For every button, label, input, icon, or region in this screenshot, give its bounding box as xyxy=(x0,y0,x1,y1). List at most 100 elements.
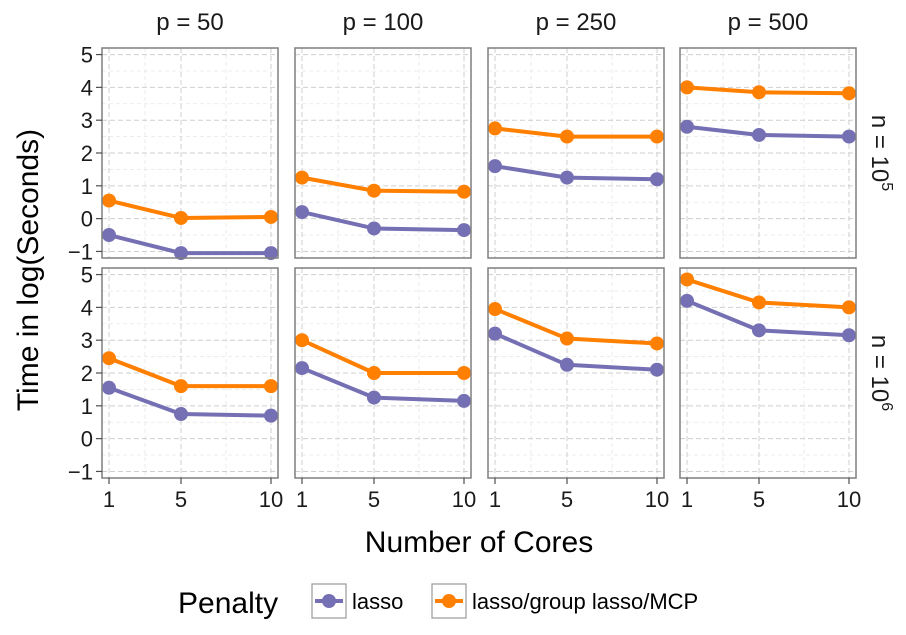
facet-label-row-1: n = 105 xyxy=(866,115,895,191)
y-tick-label: 4 xyxy=(81,295,93,320)
data-point-2 xyxy=(842,86,856,101)
legend-key-point xyxy=(442,594,456,608)
panel-border xyxy=(487,47,665,259)
data-point-2 xyxy=(295,170,309,185)
legend-label: lasso/group lasso/MCP xyxy=(472,589,698,614)
data-point-2 xyxy=(680,80,694,95)
data-point-1 xyxy=(752,127,766,142)
data-point-1 xyxy=(560,357,574,372)
legend-entry-2: lasso/group lasso/MCP xyxy=(431,583,698,619)
y-tick-label: 1 xyxy=(81,174,93,199)
data-point-2 xyxy=(174,379,188,394)
y-tick-label: 0 xyxy=(81,427,93,452)
y-axis-title: Time in log(Seconds) xyxy=(12,129,45,411)
panel-border xyxy=(487,267,665,479)
data-point-2 xyxy=(367,183,381,198)
data-point-1 xyxy=(457,393,471,408)
panel-r2-c1 xyxy=(101,267,279,479)
y-tick-label: −1 xyxy=(68,459,93,484)
data-point-1 xyxy=(680,293,694,308)
x-tick-label: 1 xyxy=(681,487,693,512)
legend: Penalty lasso lasso/group lasso/MCP xyxy=(178,583,698,620)
data-point-2 xyxy=(367,366,381,380)
facet-label-col-2: p = 100 xyxy=(343,9,424,36)
data-point-1 xyxy=(457,223,471,238)
y-tick-label: −1 xyxy=(68,239,93,264)
y-tick-label: 4 xyxy=(81,75,93,100)
panel-border xyxy=(294,47,472,259)
data-point-1 xyxy=(264,408,278,423)
data-point-1 xyxy=(102,380,116,395)
y-tick-label: 2 xyxy=(81,361,93,386)
data-point-1 xyxy=(650,172,664,187)
x-axis-title: Number of Cores xyxy=(365,526,593,559)
data-point-1 xyxy=(367,221,381,236)
data-point-2 xyxy=(264,379,278,394)
x-tick-label: 10 xyxy=(837,487,861,512)
y-tick-label: 1 xyxy=(81,394,93,419)
data-point-1 xyxy=(295,361,309,376)
data-point-1 xyxy=(560,170,574,185)
panel-r2-c2 xyxy=(294,267,472,479)
legend-entry-1: lasso xyxy=(311,583,403,619)
data-point-2 xyxy=(488,302,502,317)
data-point-2 xyxy=(457,184,471,199)
data-point-2 xyxy=(488,121,502,136)
x-axes: 1 5 10 1 5 10 1 5 10 1 5 10 xyxy=(103,478,861,512)
x-tick-label: 5 xyxy=(175,487,187,512)
y-tick-label: 5 xyxy=(81,43,93,68)
data-point-1 xyxy=(367,390,381,405)
data-point-2 xyxy=(102,193,116,208)
panel-r2-c3 xyxy=(487,267,665,479)
x-tick-label: 1 xyxy=(489,487,501,512)
data-point-2 xyxy=(752,85,766,100)
data-point-1 xyxy=(842,129,856,144)
legend-key-point xyxy=(322,594,336,608)
data-point-2 xyxy=(650,336,664,351)
x-tick-label: 1 xyxy=(296,487,308,512)
data-point-1 xyxy=(102,228,116,243)
y-tick-label: 0 xyxy=(81,207,93,232)
x-tick-label: 10 xyxy=(452,487,476,512)
legend-title: Penalty xyxy=(178,587,278,620)
panel-r1-c4 xyxy=(679,47,857,259)
y-tick-label: 3 xyxy=(81,108,93,133)
data-point-1 xyxy=(295,205,309,220)
data-point-2 xyxy=(174,210,188,225)
data-point-2 xyxy=(650,129,664,144)
data-point-2 xyxy=(457,366,471,380)
data-point-2 xyxy=(842,300,856,315)
panel-r1-c2 xyxy=(294,47,472,259)
panel-border xyxy=(679,47,857,259)
x-tick-label: 1 xyxy=(103,487,115,512)
x-tick-label: 10 xyxy=(259,487,283,512)
panel-r1-c1 xyxy=(101,47,279,261)
data-point-2 xyxy=(752,295,766,310)
data-point-2 xyxy=(560,129,574,144)
data-point-1 xyxy=(488,159,502,174)
data-point-1 xyxy=(680,119,694,134)
data-point-2 xyxy=(102,351,116,366)
x-tick-label: 5 xyxy=(368,487,380,512)
facet-label-col-4: p = 500 xyxy=(728,9,809,36)
panel-r1-c3 xyxy=(487,47,665,259)
y-tick-label: 2 xyxy=(81,141,93,166)
data-point-1 xyxy=(650,362,664,377)
facet-label-col-1: p = 50 xyxy=(156,9,223,36)
x-tick-label: 5 xyxy=(753,487,765,512)
y-tick-label: 3 xyxy=(81,328,93,353)
y-tick-label: 5 xyxy=(81,263,93,288)
panel-r2-c4 xyxy=(679,267,857,479)
data-point-2 xyxy=(680,272,694,287)
panel-grid xyxy=(101,47,857,479)
data-point-1 xyxy=(488,326,502,341)
data-point-2 xyxy=(295,333,309,348)
data-point-2 xyxy=(560,331,574,346)
data-point-1 xyxy=(264,246,278,261)
facet-label-col-3: p = 250 xyxy=(536,9,617,36)
data-point-2 xyxy=(264,209,278,224)
data-point-1 xyxy=(752,323,766,338)
data-point-1 xyxy=(174,407,188,422)
